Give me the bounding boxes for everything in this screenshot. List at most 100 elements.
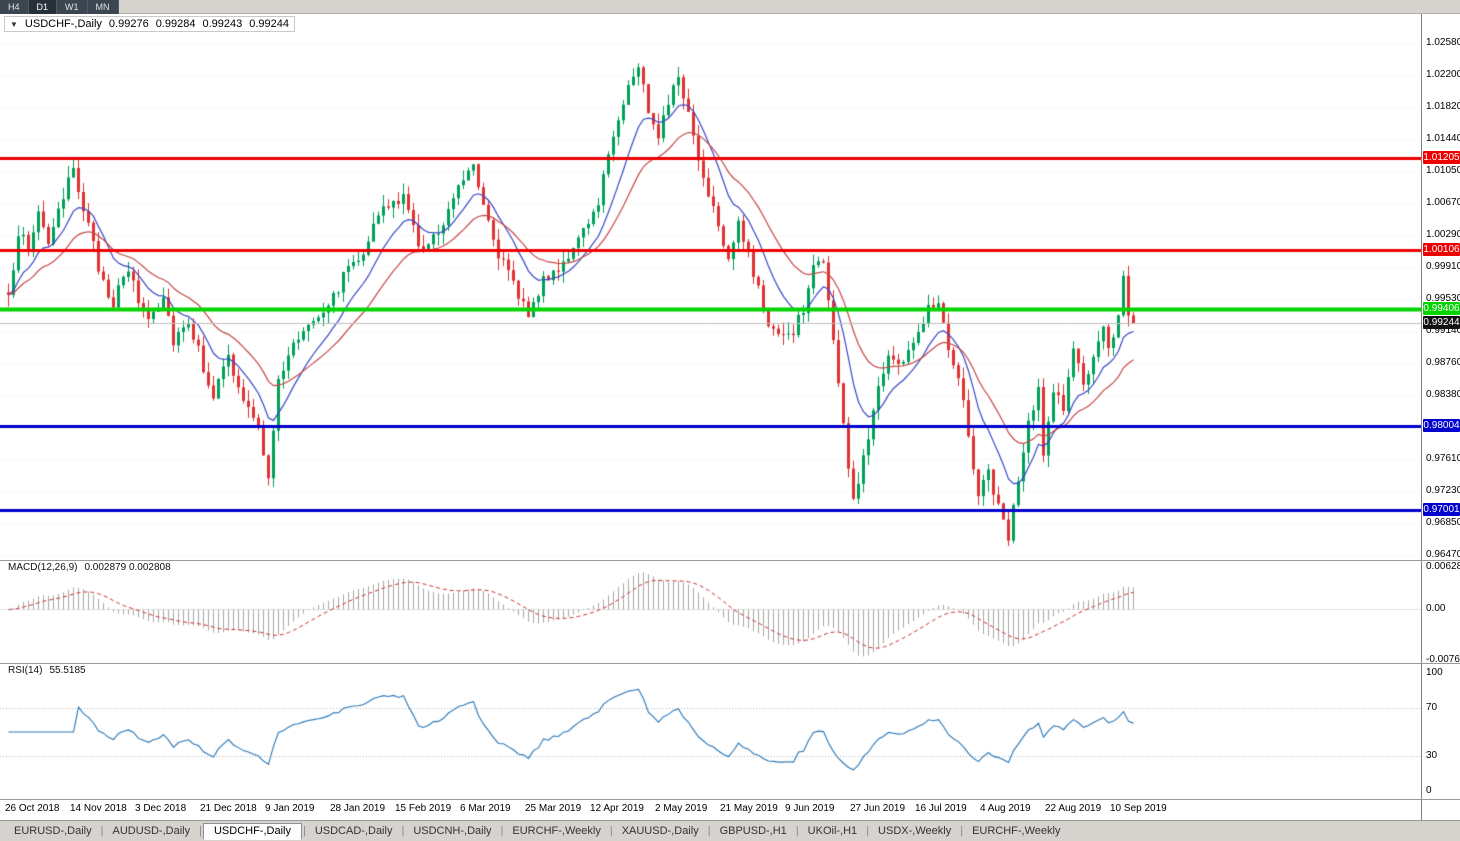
- timeframe-toolbar: H4 D1 W1 MN: [0, 0, 1460, 14]
- tab-separator: |: [302, 825, 306, 837]
- tab-separator: |: [100, 825, 104, 837]
- panel-separator: [0, 799, 1460, 800]
- macd-tick-label: 0.00: [1426, 603, 1446, 615]
- chart-tabbar: EURUSD-,Daily | AUDUSD-,Daily | USDCHF-,Dail…: [0, 820, 1460, 841]
- macd-title: MACD(12,26,9): [8, 562, 78, 573]
- macd-values: 0.002879 0.002808: [84, 562, 171, 573]
- rsi-indicator-panel: RSI(14) 55.5185: [0, 663, 1421, 799]
- chart-tab-eurchf-weekly[interactable]: EURCHF-,Weekly: [972, 825, 1061, 837]
- timeframe-button-mn[interactable]: MN: [88, 0, 119, 14]
- chart-tab-audusd-daily[interactable]: AUDUSD-,Daily: [112, 825, 191, 837]
- price-tick-label: 1.00670: [1426, 197, 1460, 209]
- tab-separator: |: [609, 825, 613, 837]
- date-label: 14 Nov 2018: [70, 803, 127, 814]
- time-axis: 26 Oct 2018 14 Nov 2018 3 Dec 2018 21 Dec 2…: [0, 799, 1421, 820]
- price-tick-label: 1.01440: [1426, 132, 1460, 144]
- tab-separator: |: [707, 825, 711, 837]
- macd-tick-label: 0.006286: [1426, 561, 1460, 573]
- date-label: 10 Sep 2019: [1110, 803, 1167, 814]
- chart-tab-usdchf-daily[interactable]: USDCHF-,Daily: [202, 822, 302, 840]
- chart-symbol-header: ▼ USDCHF-,Daily 0.99276 0.99284 0.99243 …: [4, 16, 295, 32]
- date-label: 26 Oct 2018: [5, 803, 60, 814]
- price-tick-label: 0.98380: [1426, 388, 1460, 400]
- rsi-tick-label: 70: [1426, 702, 1438, 714]
- tab-separator: |: [500, 825, 504, 837]
- price-tick-label: 0.96470: [1426, 548, 1460, 560]
- date-label: 21 May 2019: [720, 803, 778, 814]
- macd-tick-label: -0.00762: [1426, 654, 1460, 666]
- chart-tab-eurusd-daily[interactable]: EURUSD-,Daily: [14, 825, 92, 837]
- date-label: 16 Jul 2019: [915, 803, 967, 814]
- price-chart-panel: ▼ USDCHF-,Daily 0.99276 0.99284 0.99243 …: [0, 14, 1421, 560]
- ohlc-close: 0.99244: [249, 18, 289, 30]
- timeframe-button-h4[interactable]: H4: [0, 0, 29, 14]
- rsi-tick-label: 30: [1426, 749, 1438, 761]
- date-label: 12 Apr 2019: [590, 803, 644, 814]
- price-tick-label: 0.97230: [1426, 485, 1460, 497]
- ohlc-high: 0.99284: [155, 18, 196, 30]
- price-axis: 1.02580 1.02200 1.01820 1.01440 1.01050 1.006…: [1421, 14, 1460, 820]
- panel-separator[interactable]: [0, 560, 1460, 561]
- ohlc-low: 0.99243: [202, 18, 243, 30]
- resistance-label[interactable]: 1.01205: [1423, 151, 1460, 165]
- macd-canvas[interactable]: [0, 560, 1421, 663]
- support-label[interactable]: 0.98004: [1423, 419, 1460, 433]
- timeframe-button-w1[interactable]: W1: [57, 0, 88, 14]
- chart-symbol-label: USDCHF-,Daily: [24, 18, 102, 30]
- support-label[interactable]: 0.97001: [1423, 503, 1460, 517]
- rsi-value: 55.5185: [49, 665, 86, 676]
- date-label: 28 Jan 2019: [330, 803, 386, 814]
- price-tick-label: 0.98760: [1426, 357, 1460, 369]
- chart-tab-usdcad-daily[interactable]: USDCAD-,Daily: [314, 825, 393, 837]
- tab-separator: |: [960, 825, 964, 837]
- price-chart-canvas[interactable]: [0, 14, 1421, 560]
- date-label: 3 Dec 2018: [135, 803, 187, 814]
- rsi-header: RSI(14) 55.5185: [5, 665, 89, 676]
- date-label: 27 Jun 2019: [850, 803, 906, 814]
- support-label[interactable]: 0.99406: [1423, 301, 1460, 315]
- date-label: 25 Mar 2019: [525, 803, 582, 814]
- chart-tab-gbpusd-h1[interactable]: GBPUSD-,H1: [719, 825, 787, 837]
- tab-separator: |: [795, 825, 799, 837]
- chart-tab-ukoil-h1[interactable]: UKOil-,H1: [807, 825, 858, 837]
- symbol-dropdown-icon[interactable]: ▼: [10, 19, 18, 29]
- rsi-tick-label: 0: [1426, 785, 1432, 796]
- current-price-label[interactable]: 0.99244: [1423, 315, 1460, 329]
- tab-separator: |: [199, 825, 202, 837]
- chart-tab-xauusd-daily[interactable]: XAUUSD-,Daily: [621, 825, 699, 837]
- price-tick-label: 0.99140: [1426, 325, 1460, 337]
- macd-header: MACD(12,26,9) 0.002879 0.002808: [5, 562, 174, 573]
- macd-indicator-panel: MACD(12,26,9) 0.002879 0.002808: [0, 560, 1421, 663]
- price-tick-label: 1.01050: [1426, 165, 1460, 177]
- price-tick-label: 0.96850: [1426, 517, 1460, 529]
- date-label: 21 Dec 2018: [200, 803, 257, 814]
- price-tick-label: 1.01820: [1426, 100, 1460, 112]
- price-tick-label: 1.02580: [1426, 36, 1460, 48]
- price-tick-label: 1.00290: [1426, 228, 1460, 240]
- tab-separator: |: [866, 825, 870, 837]
- timeframe-button-d1[interactable]: D1: [28, 0, 58, 14]
- price-tick-label: 0.99530: [1426, 292, 1460, 304]
- ohlc-open: 0.99276: [108, 18, 149, 30]
- date-label: 22 Aug 2019: [1045, 803, 1102, 814]
- timeframe-buttons: H4 D1 W1 MN: [0, 0, 119, 14]
- chart-tab-usdcnh-daily[interactable]: USDCNH-,Daily: [413, 825, 492, 837]
- chart-tab-usdx-weekly[interactable]: USDX-,Weekly: [878, 825, 952, 837]
- price-tick-label: 0.97610: [1426, 453, 1460, 465]
- price-tick-label: 1.02200: [1426, 68, 1460, 80]
- date-label: 9 Jan 2019: [265, 803, 315, 814]
- date-label: 2 May 2019: [655, 803, 708, 814]
- rsi-canvas[interactable]: [0, 663, 1421, 799]
- tab-separator: |: [401, 825, 405, 837]
- price-tick-label: 0.99910: [1426, 260, 1460, 272]
- date-label: 6 Mar 2019: [460, 803, 511, 814]
- rsi-title: RSI(14): [8, 665, 43, 676]
- date-label: 9 Jun 2019: [785, 803, 835, 814]
- date-label: 15 Feb 2019: [395, 803, 452, 814]
- rsi-tick-label: 100: [1426, 667, 1443, 678]
- date-label: 4 Aug 2019: [980, 803, 1031, 814]
- panel-separator[interactable]: [0, 663, 1460, 664]
- resistance-label[interactable]: 1.00106: [1423, 243, 1460, 257]
- chart-tab-eurchf-weekly[interactable]: EURCHF-,Weekly: [512, 825, 601, 837]
